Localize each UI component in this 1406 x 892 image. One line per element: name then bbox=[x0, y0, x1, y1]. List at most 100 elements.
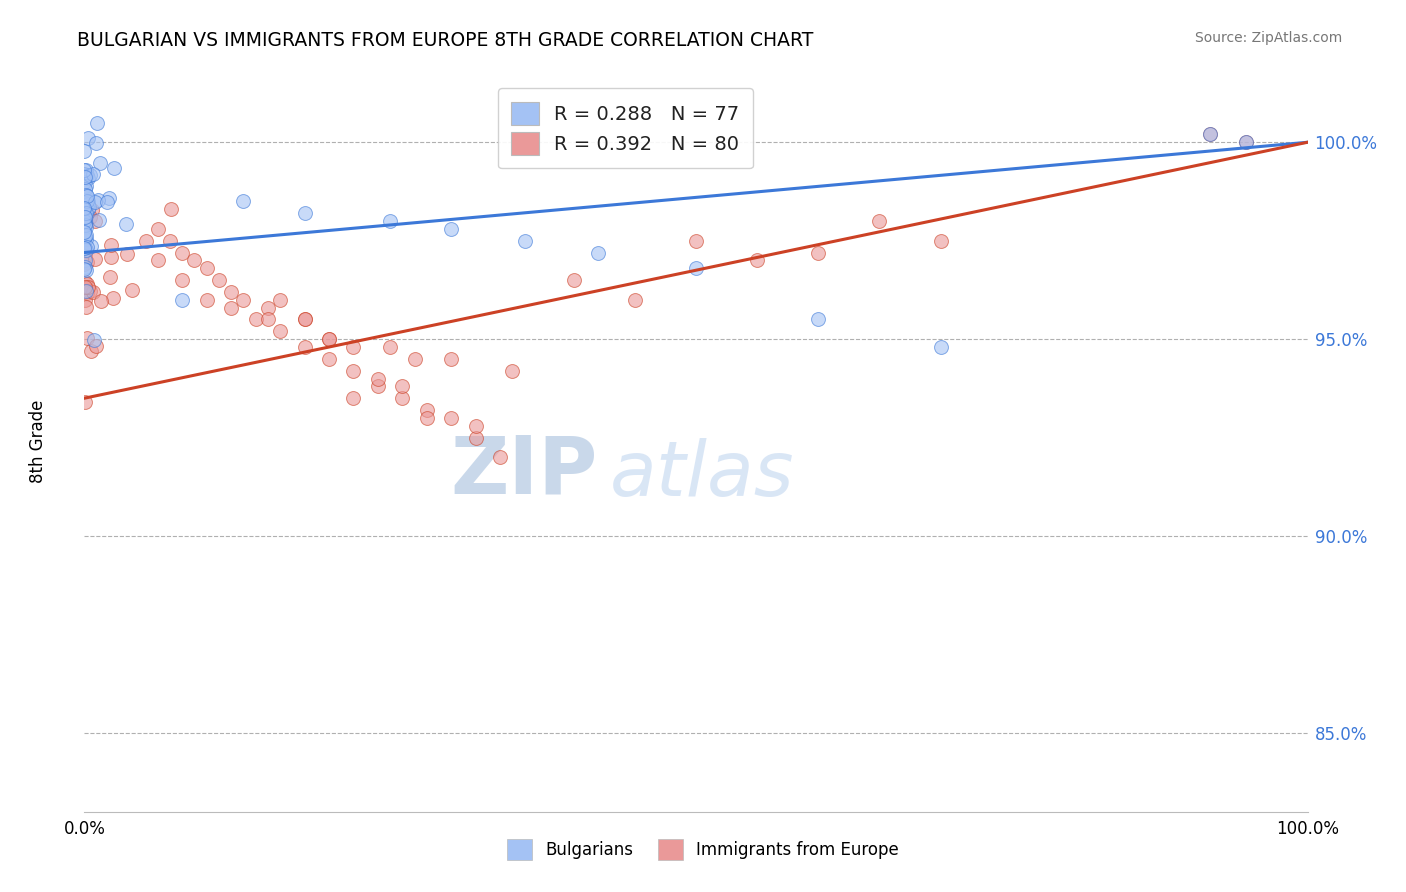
Point bbox=[440, 351, 463, 366]
Point bbox=[73, 207, 96, 221]
Point bbox=[73, 229, 96, 244]
Point bbox=[75, 263, 97, 277]
Point bbox=[77, 170, 100, 185]
Point bbox=[101, 291, 124, 305]
Point bbox=[929, 340, 952, 354]
Point bbox=[76, 285, 98, 300]
Point bbox=[807, 245, 830, 260]
Point bbox=[84, 136, 107, 150]
Point bbox=[75, 162, 97, 177]
Point bbox=[75, 284, 97, 298]
Point bbox=[73, 262, 96, 277]
Point bbox=[232, 194, 254, 209]
Point bbox=[82, 203, 104, 218]
Point bbox=[416, 403, 439, 417]
Point bbox=[79, 211, 101, 225]
Point bbox=[73, 244, 96, 258]
Point bbox=[219, 285, 242, 299]
Point bbox=[342, 364, 364, 378]
Point bbox=[404, 351, 426, 366]
Point bbox=[83, 333, 105, 347]
Point bbox=[257, 312, 280, 326]
Point bbox=[79, 239, 101, 253]
Point bbox=[75, 191, 97, 205]
Point bbox=[624, 293, 647, 307]
Point bbox=[73, 241, 96, 255]
Point bbox=[73, 231, 96, 245]
Point bbox=[380, 214, 402, 228]
Point bbox=[747, 253, 769, 268]
Point bbox=[1236, 135, 1258, 149]
Legend: Bulgarians, Immigrants from Europe: Bulgarians, Immigrants from Europe bbox=[494, 826, 912, 873]
Point bbox=[87, 193, 110, 207]
Point bbox=[75, 170, 97, 185]
Point bbox=[100, 238, 122, 252]
Point bbox=[98, 269, 121, 284]
Point bbox=[440, 411, 463, 425]
Point bbox=[73, 241, 96, 255]
Point bbox=[73, 249, 96, 263]
Point bbox=[318, 332, 340, 346]
Point bbox=[76, 279, 98, 293]
Point bbox=[79, 284, 101, 298]
Point bbox=[232, 293, 254, 307]
Point bbox=[89, 155, 111, 169]
Point bbox=[172, 293, 194, 307]
Point bbox=[464, 431, 486, 445]
Point bbox=[73, 253, 96, 268]
Text: 8th Grade: 8th Grade bbox=[30, 400, 46, 483]
Point bbox=[75, 210, 97, 224]
Point bbox=[100, 250, 122, 264]
Point bbox=[73, 225, 96, 239]
Point bbox=[79, 168, 101, 182]
Text: ZIP: ZIP bbox=[451, 432, 598, 510]
Point bbox=[342, 340, 364, 354]
Point bbox=[685, 261, 707, 276]
Point bbox=[294, 206, 316, 220]
Point bbox=[73, 214, 96, 228]
Point bbox=[183, 253, 205, 268]
Point bbox=[73, 229, 96, 244]
Point bbox=[73, 285, 96, 300]
Point bbox=[135, 234, 157, 248]
Point bbox=[586, 245, 609, 260]
Point bbox=[219, 301, 242, 315]
Point bbox=[257, 301, 280, 315]
Point bbox=[367, 371, 389, 385]
Point bbox=[1198, 128, 1220, 142]
Point bbox=[75, 244, 97, 258]
Point bbox=[367, 379, 389, 393]
Point bbox=[90, 294, 112, 309]
Point bbox=[318, 332, 340, 346]
Point bbox=[76, 189, 98, 203]
Point bbox=[103, 161, 125, 176]
Point bbox=[160, 202, 183, 217]
Point bbox=[75, 206, 97, 220]
Point bbox=[86, 115, 108, 129]
Point bbox=[391, 391, 413, 405]
Point bbox=[195, 261, 218, 276]
Point bbox=[73, 178, 96, 193]
Point bbox=[97, 191, 120, 205]
Point bbox=[76, 202, 98, 216]
Point bbox=[294, 312, 316, 326]
Point bbox=[76, 194, 98, 209]
Point bbox=[1236, 135, 1258, 149]
Point bbox=[146, 253, 169, 268]
Point bbox=[73, 217, 96, 231]
Point bbox=[115, 217, 138, 231]
Point bbox=[73, 208, 96, 222]
Point bbox=[685, 234, 707, 248]
Point bbox=[159, 234, 181, 248]
Point bbox=[76, 168, 98, 182]
Text: atlas: atlas bbox=[610, 438, 794, 512]
Point bbox=[294, 312, 316, 326]
Point bbox=[73, 201, 96, 215]
Point bbox=[84, 338, 107, 352]
Point bbox=[195, 293, 218, 307]
Point bbox=[73, 202, 96, 216]
Point bbox=[77, 194, 100, 208]
Point bbox=[73, 206, 96, 220]
Point bbox=[75, 280, 97, 294]
Point bbox=[76, 240, 98, 254]
